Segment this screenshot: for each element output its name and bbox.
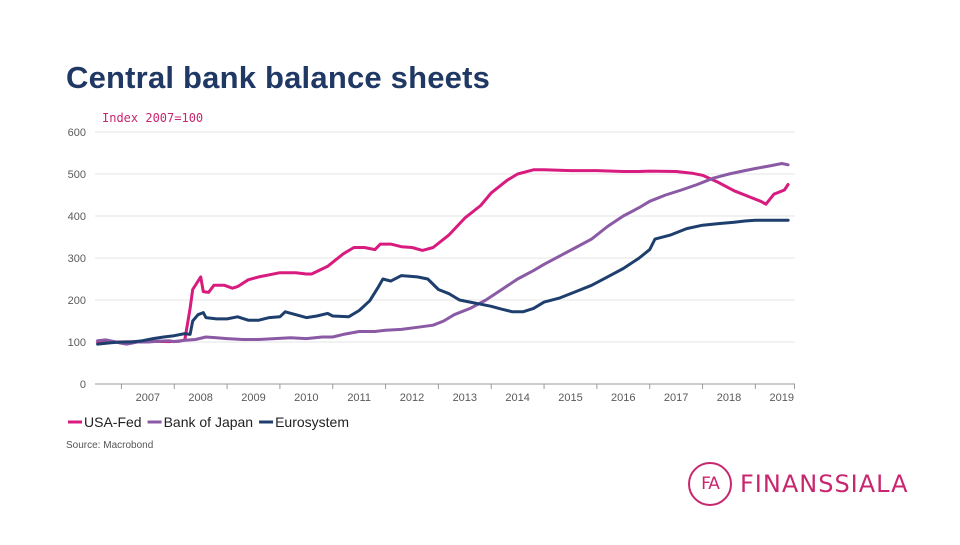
x-tick-label: 2009 [241,392,265,404]
slide-title: Central bank balance sheets [66,60,491,95]
y-axis-label: Index 2007=100 [102,111,203,125]
y-tick-label: 500 [68,169,86,181]
y-tick-label: 300 [68,253,86,265]
source-note: Source: Macrobond [66,440,153,451]
finanssiala-logo: FA FINANSSIALA [688,460,909,508]
logo-mark: FA [688,462,732,506]
y-tick-labels: 0 100 200 300 400 500 600 [68,127,86,391]
x-tick-label: 2010 [294,392,318,404]
x-tick-label: 2015 [558,392,582,404]
x-tick-label: 2011 [347,392,371,404]
series-line-bank-of-japan [96,162,790,346]
x-tick-label: 2013 [453,392,477,404]
x-tick-label: 2016 [611,392,635,404]
y-tick-label: 600 [68,127,86,139]
x-tick-label: 2017 [664,392,688,404]
y-tick-label: 0 [80,379,86,391]
x-tick-label: 2019 [770,392,794,404]
x-tick-label: 2018 [717,392,741,404]
legend-label: USA-Fed [84,414,142,430]
x-tick-labels: 2007 2008 2009 2010 2011 2012 2013 2014 2015 2016… [136,392,794,404]
series-line-eurosystem [96,218,790,346]
series-lines [96,162,790,346]
y-tick-label: 100 [68,337,86,349]
logo-word: FINANSSIALA [740,470,909,498]
x-tick-label: 2012 [400,392,424,404]
legend: USA-Fed Bank of Japan Eurosystem [68,414,349,430]
x-tick-label: 2007 [136,392,160,404]
legend-label: Eurosystem [275,414,349,430]
x-tick-label: 2008 [188,392,212,404]
series-line-usa-fed [96,168,790,344]
gridlines [95,131,795,389]
legend-label: Bank of Japan [164,414,254,430]
y-tick-label: 400 [68,211,86,223]
y-tick-label: 200 [68,295,86,307]
x-tick-label: 2014 [505,392,529,404]
